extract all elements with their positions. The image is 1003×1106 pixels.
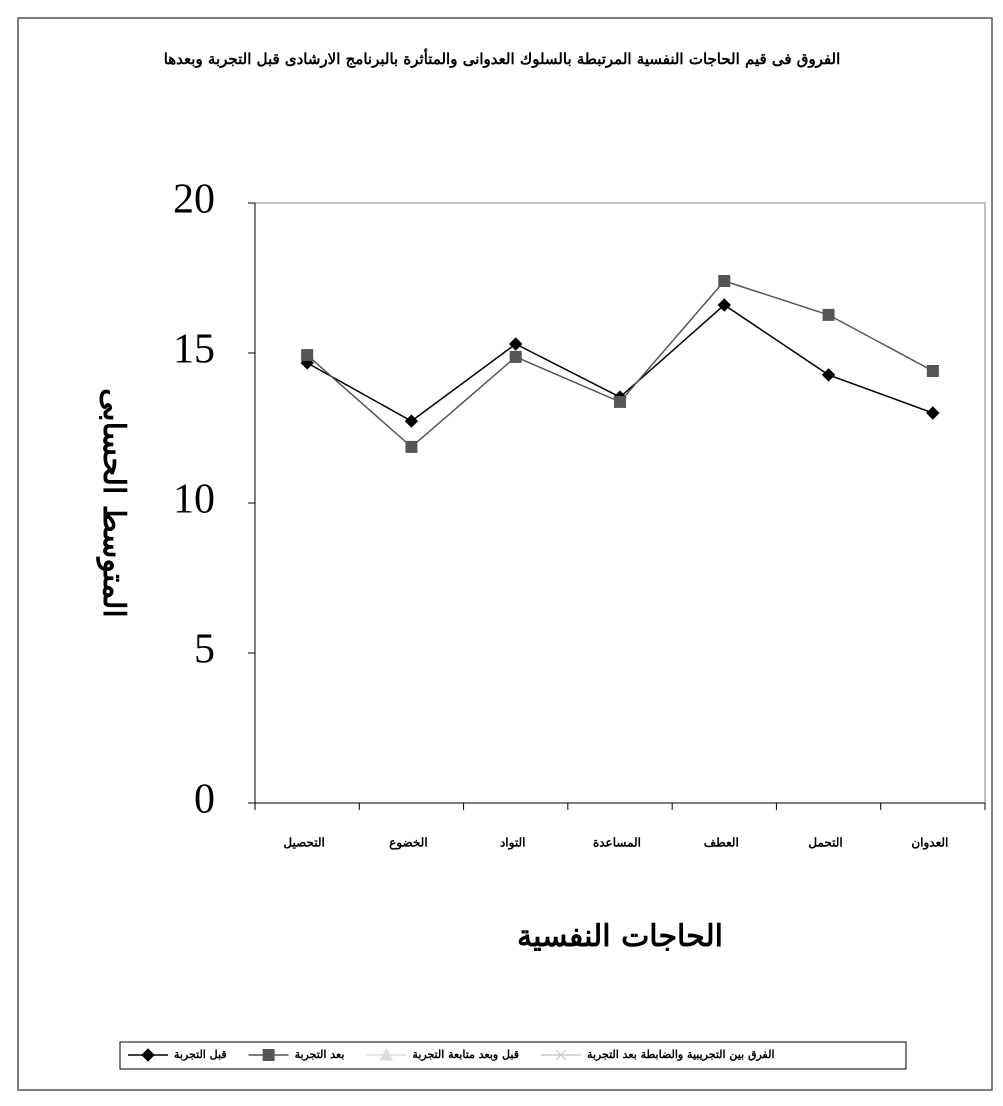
- point: [717, 298, 731, 312]
- chart-title: الفروق فى قيم الحاجات النفسية المرتبطة ب…: [164, 48, 841, 68]
- legend-item: الفرق بين التجريبية والضابطة بعد التجربة: [540, 1048, 775, 1061]
- legend-item: قبل التجربة: [128, 1048, 227, 1062]
- chart-frame: [17, 17, 993, 1091]
- point: [822, 308, 835, 321]
- legend-item: بعد التجربة: [248, 1048, 345, 1061]
- point: [509, 337, 523, 351]
- x-tick-label: المساعدة: [593, 836, 641, 850]
- plot-border: [255, 202, 986, 803]
- x-axis-title: الحاجات النفسية: [517, 919, 723, 954]
- x-tick-label: التحمل: [808, 836, 842, 850]
- y-tick-label: 15: [173, 327, 215, 373]
- y-tick-label: 0: [194, 777, 215, 823]
- point: [405, 440, 418, 453]
- y-tick-label: 10: [173, 477, 215, 523]
- x-tick-label: العدوان: [911, 836, 948, 851]
- point: [555, 1049, 567, 1061]
- legend-label: بعد التجربة: [295, 1048, 345, 1061]
- y-tick-label: 20: [173, 177, 215, 223]
- legend-label: قبل وبعد متابعة التجربة: [412, 1048, 519, 1061]
- point: [821, 368, 836, 382]
- legend-item: قبل وبعد متابعة التجربة: [366, 1047, 519, 1061]
- legend-label: قبل التجربة: [174, 1048, 227, 1061]
- legend-label: الفرق بين التجريبية والضابطة بعد التجربة: [587, 1048, 775, 1061]
- y-axis-title: المتوسط الحسابى: [96, 388, 131, 618]
- point: [509, 350, 522, 363]
- x-tick-label: العطف: [704, 836, 739, 850]
- x-tick-label: الخضوع: [389, 836, 428, 851]
- y-tick-label: 5: [194, 627, 215, 673]
- x-tick-label: التحصيل: [283, 836, 324, 850]
- point: [926, 365, 939, 377]
- point: [926, 406, 940, 420]
- point: [614, 395, 626, 408]
- point: [379, 1047, 394, 1061]
- x-tick-label: التواد: [500, 836, 526, 851]
- point: [718, 275, 731, 287]
- point: [301, 349, 314, 362]
- point: [262, 1049, 275, 1061]
- point: [404, 414, 419, 428]
- point: [141, 1048, 155, 1062]
